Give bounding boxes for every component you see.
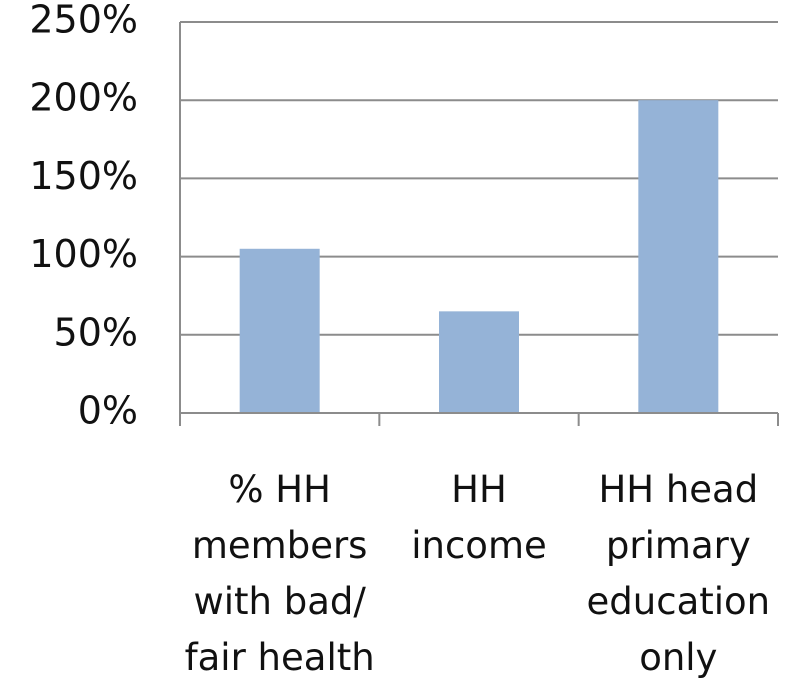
y-tick-label: 250% — [29, 0, 138, 42]
y-tick-label: 0% — [78, 389, 138, 433]
x-tick-label: HH income — [411, 468, 547, 567]
bar — [439, 311, 519, 413]
bar — [239, 248, 320, 413]
y-tick-label: 200% — [29, 76, 138, 120]
y-tick-label: 50% — [54, 310, 138, 354]
x-tick-label: % HH members with bad/ fair health — [184, 468, 375, 679]
bar — [638, 100, 719, 413]
y-tick-label: 150% — [29, 154, 138, 198]
x-tick-label: HH head primary education only — [586, 468, 771, 679]
y-tick-label: 100% — [29, 232, 138, 276]
